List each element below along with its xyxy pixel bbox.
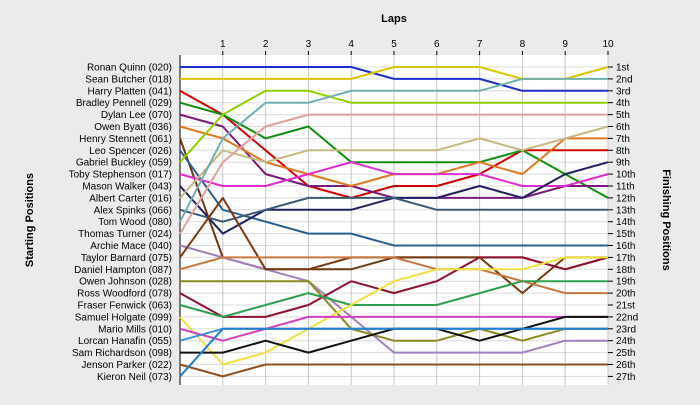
- finishing-position-label: 3rd: [616, 86, 630, 97]
- finishing-position-label: 1st: [616, 63, 630, 74]
- finishing-position-label: 24th: [616, 336, 635, 347]
- starting-position-label: Leo Spencer (026): [89, 146, 172, 157]
- x-axis-title: Laps: [381, 13, 407, 25]
- series-line: [179, 256, 608, 366]
- finishing-position-label: 7th: [616, 134, 630, 145]
- x-tick-label: 2: [263, 39, 269, 50]
- starting-position-label: Tom Wood (080): [98, 217, 172, 228]
- finishing-position-label: 19th: [616, 277, 635, 288]
- series-line: [179, 315, 608, 342]
- x-tick-label: 7: [477, 39, 483, 50]
- starting-position-label: Samuel Holgate (099): [75, 312, 172, 323]
- starting-position-label: Gabriel Buckley (059): [76, 158, 172, 169]
- starting-position-label: Jenson Parker (022): [81, 360, 172, 371]
- starting-position-label: Sean Butcher (018): [85, 74, 172, 85]
- left-axis-title: Starting Positions: [24, 173, 36, 267]
- series-line: [179, 196, 608, 223]
- finishing-position-label: 26th: [616, 360, 635, 371]
- x-tick-label: 9: [562, 39, 568, 50]
- x-tick-label: 3: [306, 39, 312, 50]
- series-line: [179, 256, 609, 318]
- finishing-position-label: 5th: [616, 110, 630, 121]
- finishing-position-label: 17th: [616, 253, 635, 264]
- starting-position-label: Bradley Pennell (029): [76, 98, 172, 109]
- x-tick-label: 1: [220, 39, 226, 50]
- starting-position-label: Alex Spinks (066): [94, 205, 172, 216]
- finishing-position-label: 21st: [616, 301, 635, 312]
- series-line: [179, 89, 608, 163]
- right-axis-title: Finishing Positions: [660, 169, 672, 270]
- x-tick-label: 6: [434, 39, 440, 50]
- finishing-position-label: 10th: [616, 170, 635, 181]
- finishing-position-label: 20th: [616, 289, 635, 300]
- starting-position-label: Thomas Turner (024): [78, 229, 172, 240]
- series-line: [179, 256, 608, 295]
- series-line: [179, 363, 608, 378]
- starting-position-label: Harry Platten (041): [88, 86, 172, 97]
- starting-position-label: Henry Stennett (061): [79, 134, 172, 145]
- x-tick-labels: 1 2 3 4 5 6 7 8 9 10: [220, 39, 614, 55]
- finishing-position-label: 25th: [616, 348, 635, 359]
- finishing-position-label: 8th: [616, 146, 630, 157]
- series-line: [179, 125, 609, 199]
- series-layer: [179, 66, 609, 378]
- starting-position-label: Albert Carter (016): [89, 193, 172, 204]
- starting-position-label: Archie Mace (040): [90, 241, 172, 252]
- series-line: [179, 113, 608, 235]
- starting-position-label: Daniel Hampton (087): [74, 265, 172, 276]
- finishing-position-label: 9th: [616, 158, 630, 169]
- finishing-position-label: 13th: [616, 205, 635, 216]
- starting-position-label: Kieron Neil (073): [97, 372, 172, 383]
- finishing-position-label: 18th: [616, 265, 635, 276]
- finishing-position-labels: 1st2nd3rd4th5th6th7th8th9th10th11th12th1…: [608, 63, 638, 383]
- series-line: [180, 66, 608, 92]
- series-line: [179, 77, 608, 223]
- finishing-position-label: 2nd: [616, 74, 633, 85]
- starting-position-label: Ronan Quinn (020): [87, 63, 172, 74]
- x-tick-label: 4: [348, 39, 354, 50]
- starting-position-label: Ross Woodford (078): [77, 289, 172, 300]
- series-line: [179, 244, 608, 354]
- finishing-position-label: 11th: [616, 182, 635, 193]
- finishing-position-label: 15th: [616, 229, 635, 240]
- x-tick-label: 10: [602, 39, 614, 50]
- finishing-position-label: 12th: [616, 193, 635, 204]
- starting-position-label: Sam Richardson (098): [72, 348, 172, 359]
- starting-position-label: Owen Johnson (028): [79, 277, 172, 288]
- finishing-position-label: 16th: [616, 241, 635, 252]
- starting-position-label: Taylor Barnard (075): [81, 253, 172, 264]
- series-line: [179, 327, 608, 378]
- x-tick-label: 8: [520, 39, 526, 50]
- starting-position-labels: Ronan Quinn (020)Sean Butcher (018)Harry…: [69, 63, 172, 383]
- series-line: [180, 280, 608, 342]
- starting-position-label: Mason Walker (043): [82, 182, 172, 193]
- starting-position-label: Lorcan Hanafin (055): [78, 336, 172, 347]
- series-line: [179, 161, 609, 187]
- x-tick-label: 5: [391, 39, 397, 50]
- starting-position-label: Fraser Fenwick (063): [78, 301, 172, 312]
- series-line: [179, 280, 608, 318]
- finishing-position-label: 27th: [616, 372, 635, 383]
- finishing-position-label: 23rd: [616, 324, 636, 335]
- finishing-position-label: 22nd: [616, 312, 638, 323]
- finishing-position-label: 14th: [616, 217, 635, 228]
- finishing-position-label: 4th: [616, 98, 630, 109]
- finishing-position-label: 6th: [616, 122, 630, 133]
- series-line: [179, 101, 609, 199]
- starting-position-label: Owen Byatt (036): [94, 122, 172, 133]
- starting-position-label: Mario Mills (010): [98, 324, 172, 335]
- starting-position-label: Dylan Lee (070): [101, 110, 172, 121]
- starting-position-label: Toby Stephenson (017): [69, 170, 172, 181]
